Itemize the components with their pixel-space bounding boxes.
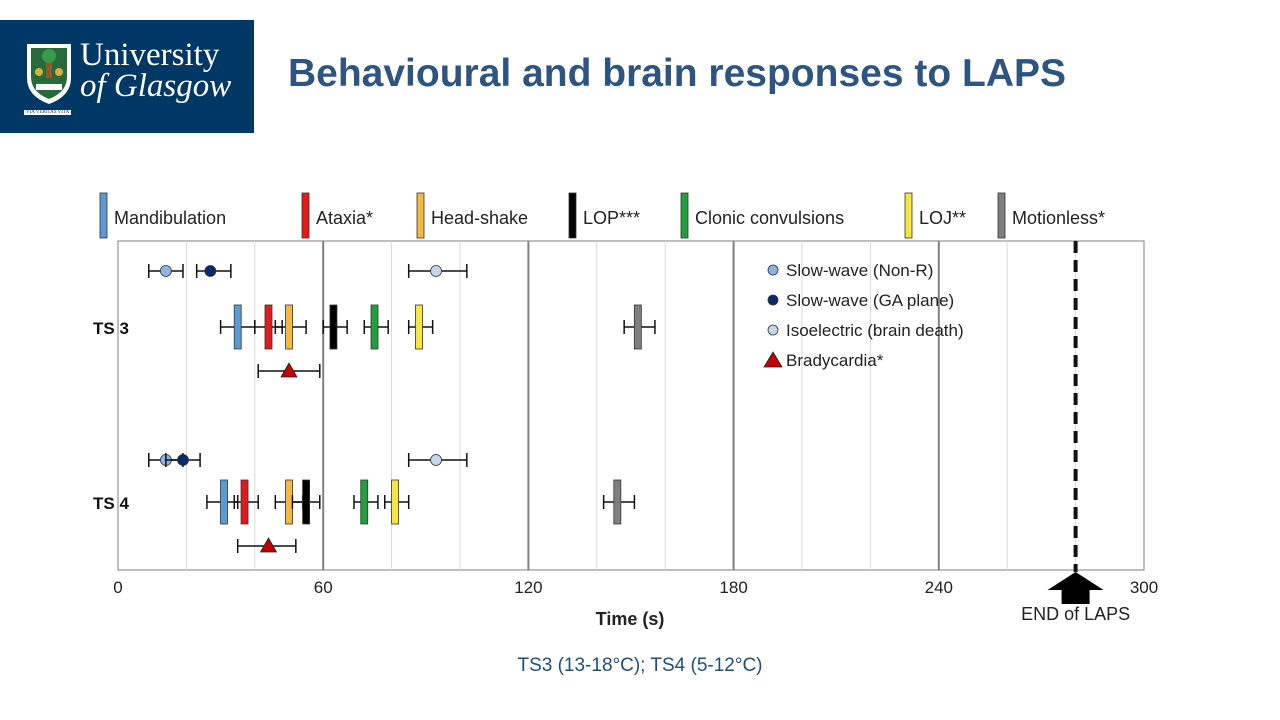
behaviour-bar-ataxia <box>264 304 273 350</box>
end-of-laps-label: END of LAPS <box>1021 604 1130 624</box>
behaviour-bar-lop <box>302 479 311 525</box>
bradycardia-marker <box>280 362 298 378</box>
x-axis-label: Time (s) <box>596 609 665 629</box>
behaviour-bar-clonic <box>370 304 379 350</box>
behaviour-bar-mandibulation <box>233 304 242 350</box>
up-arrow-icon <box>1047 572 1104 604</box>
legend-label-mandibulation: Mandibulation <box>114 208 226 228</box>
legend-swatch-motionless <box>997 192 1006 239</box>
logo-line-1: University <box>80 37 220 73</box>
crest-icon <box>27 44 71 104</box>
legend-label-loj: LOJ** <box>919 208 966 228</box>
legend-label-lop: LOP*** <box>583 208 640 228</box>
x-tick-label: 0 <box>113 578 122 597</box>
legend-swatch-lop <box>568 192 577 239</box>
bradycardia-marker <box>259 537 278 553</box>
logo-wordmark: University of Glasgow <box>80 37 232 104</box>
x-tick-label: 300 <box>1130 578 1158 597</box>
conditions-caption: TS3 (13-18°C); TS4 (5-12°C) <box>517 655 763 676</box>
legend-label-bradycardia: Bradycardia* <box>786 351 884 370</box>
brain-point-isoelectric <box>430 454 442 466</box>
legend-label-headshake: Head-shake <box>431 208 528 228</box>
group-label: TS 3 <box>93 319 129 338</box>
legend-marker-bradycardia <box>763 351 783 368</box>
university-logo: University of Glasgow VIA VERITAS VITA <box>0 20 254 133</box>
behaviour-bar-ataxia <box>240 479 249 525</box>
behaviour-bar-headshake <box>285 304 293 350</box>
legend-label-ataxia: Ataxia* <box>316 208 373 228</box>
brain-point-slow_nonr <box>159 265 172 277</box>
behaviour-bar-clonic <box>360 479 369 525</box>
logo-motto: VIA VERITAS VITA <box>24 110 72 115</box>
legend-swatch-mandibulation <box>99 192 108 239</box>
brain-point-isoelectric <box>430 265 442 277</box>
legend-swatch-headshake <box>416 192 425 239</box>
behaviour-bar-lop <box>329 304 338 350</box>
behaviour-bar-motionless <box>633 304 642 350</box>
legend-swatch-ataxia <box>301 192 310 239</box>
legend-label-slow_ga: Slow-wave (GA plane) <box>786 291 954 310</box>
plot-area <box>117 240 1145 571</box>
legend-marker-slow_ga <box>767 294 779 306</box>
behaviour-bar-motionless <box>613 479 622 525</box>
legend-label-motionless: Motionless* <box>1012 208 1105 228</box>
x-tick-label: 240 <box>925 578 953 597</box>
group-label: TS 4 <box>93 494 129 513</box>
page-title: Behavioural and brain responses to LAPS <box>288 52 1067 95</box>
behaviour-bar-mandibulation <box>220 479 228 525</box>
x-tick-label: 180 <box>719 578 747 597</box>
logo-line-2: of Glasgow <box>80 68 232 104</box>
legend-marker-isoelectric <box>767 324 779 336</box>
legend-swatch-loj <box>904 192 913 239</box>
legend-label-slow_nonr: Slow-wave (Non-R) <box>786 261 933 280</box>
legend-marker-slow_nonr <box>767 264 779 276</box>
x-tick-label: 60 <box>314 578 333 597</box>
brain-point-slow_ga <box>204 265 217 277</box>
behaviour-bar-loj <box>391 479 399 525</box>
legend-label-clonic: Clonic convulsions <box>695 208 844 228</box>
legend-label-isoelectric: Isoelectric (brain death) <box>786 321 964 340</box>
x-tick-label: 120 <box>514 578 542 597</box>
behaviour-bar-loj <box>415 304 423 350</box>
legend-swatch-clonic <box>680 192 689 239</box>
behaviour-bar-headshake <box>285 479 293 525</box>
brain-point-slow_ga <box>177 454 189 466</box>
